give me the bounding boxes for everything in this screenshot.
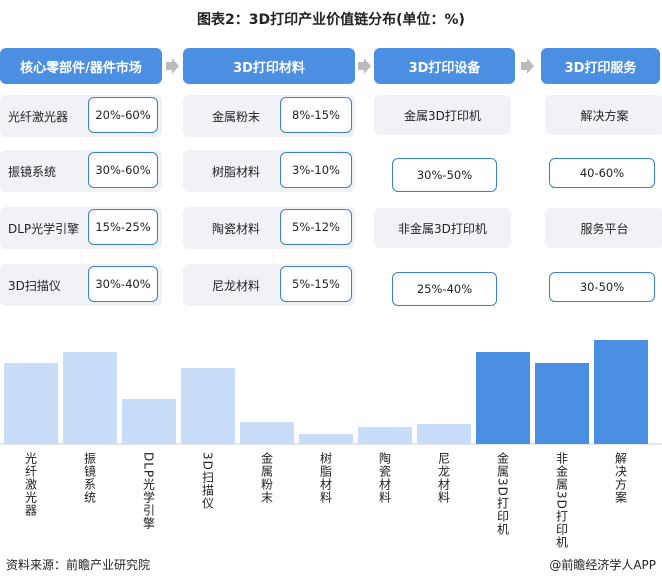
item-label: 服务平台	[545, 208, 662, 248]
bar-label: 陶瓷材料	[377, 452, 392, 504]
bar-label: 光纤激光器	[23, 452, 38, 517]
item-label: 金属3D打印机	[374, 95, 511, 135]
item-range: 25%-40%	[392, 272, 497, 306]
item-label: 非金属3D打印机	[374, 208, 511, 248]
bar	[4, 363, 58, 444]
item-label: 陶瓷材料	[211, 221, 260, 236]
bar	[358, 427, 412, 444]
item-label: 解决方案	[545, 95, 662, 135]
arrow	[358, 58, 371, 74]
column-header: 3D打印材料	[183, 48, 355, 84]
bar-label: 解决方案	[613, 452, 628, 504]
item-range: 20%-60%	[88, 97, 158, 133]
arrow	[521, 58, 534, 74]
credit: @前瞻经济学人APP	[549, 557, 656, 572]
item-label: 光纤激光器	[8, 109, 69, 124]
column-header: 3D打印设备	[374, 48, 515, 84]
bar	[63, 352, 117, 444]
item-label: 振镜系统	[8, 164, 57, 179]
item-label: DLP光学引擎	[8, 221, 80, 236]
bar	[240, 422, 294, 444]
bar-label: 金属粉末	[259, 452, 274, 504]
column-header: 3D打印服务	[541, 48, 660, 84]
arrow	[166, 58, 179, 74]
item-range: 8%-15%	[280, 97, 352, 133]
bar-label: 非金属3D打印机	[554, 452, 569, 549]
item-label: 树脂材料	[211, 164, 260, 179]
bar	[181, 368, 235, 444]
bar-label: 树脂材料	[318, 452, 333, 504]
title: 图表2：3D打印产业价值链分布(单位：%)	[197, 12, 465, 28]
bar	[299, 434, 353, 444]
item-range: 30%-50%	[392, 158, 497, 192]
item-range: 3%-10%	[280, 152, 352, 188]
item-range: 5%-15%	[280, 266, 352, 302]
bar-label: 振镜系统	[82, 452, 97, 504]
column-header: 核心零部件/器件市场	[0, 48, 162, 84]
bar-label: DLP光学引擎	[141, 452, 156, 531]
item-range: 5%-12%	[280, 209, 352, 245]
item-range: 30-50%	[549, 272, 655, 302]
bar	[535, 363, 589, 444]
item-label: 尼龙材料	[211, 278, 260, 293]
bar	[122, 399, 176, 444]
item-range: 40-60%	[549, 158, 655, 188]
bar-label: 金属3D打印机	[495, 452, 510, 536]
bar-label: 3D扫描仪	[200, 452, 215, 510]
item-range: 15%-25%	[88, 209, 158, 245]
item-label: 3D扫描仪	[8, 278, 61, 293]
bar	[476, 352, 530, 444]
bar	[417, 424, 471, 444]
item-label: 金属粉末	[211, 109, 260, 124]
item-range: 30%-40%	[88, 266, 158, 302]
bar	[594, 340, 648, 444]
bar-label: 尼龙材料	[436, 452, 451, 504]
source: 资料来源：前瞻产业研究院	[6, 557, 151, 572]
item-range: 30%-60%	[88, 152, 158, 188]
